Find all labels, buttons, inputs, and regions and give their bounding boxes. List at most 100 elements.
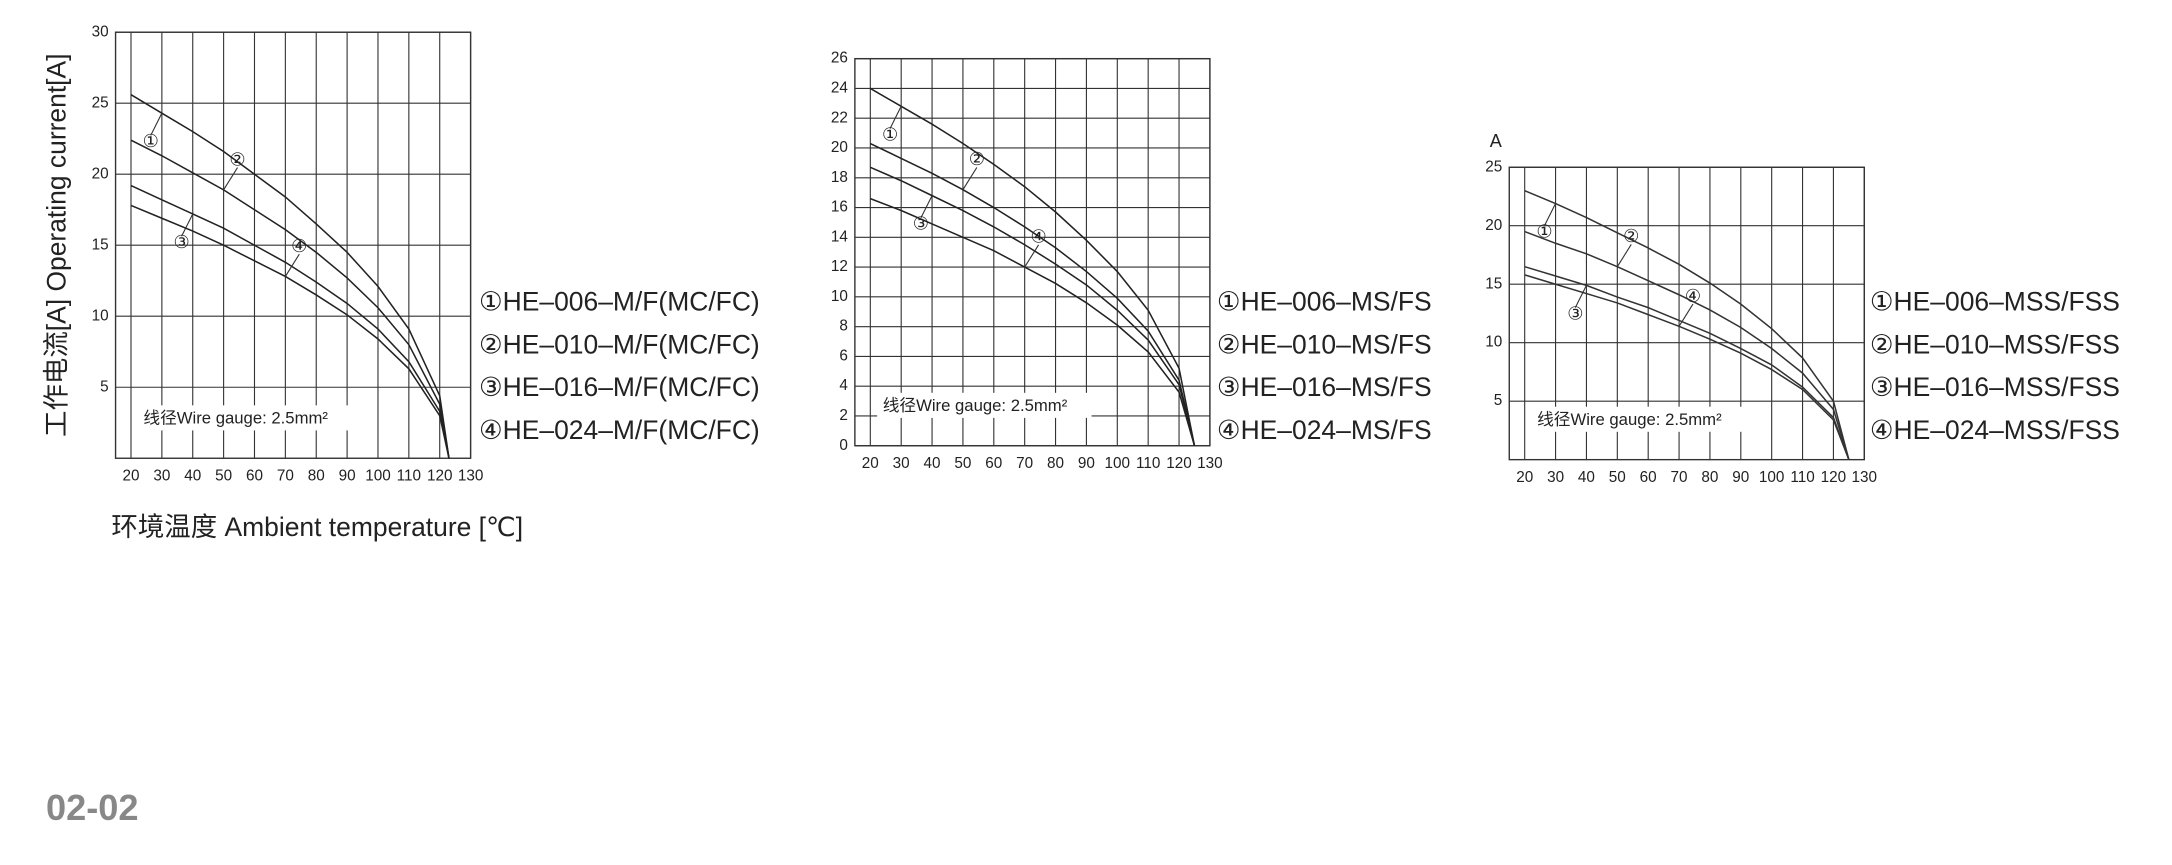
x-tick-label: 90 bbox=[1078, 455, 1095, 472]
x-tick-label: 60 bbox=[246, 467, 263, 484]
legend-entry: ①HE–006–MSS/FSS bbox=[1870, 287, 2120, 317]
x-tick-label: 60 bbox=[985, 455, 1002, 472]
plot-frame bbox=[854, 57, 1211, 447]
x-tick-label: 100 bbox=[1105, 455, 1131, 472]
curve bbox=[870, 197, 1196, 446]
legend-entry: ①HE–006–MS/FS bbox=[1217, 287, 1432, 317]
x-tick-label: 80 bbox=[1701, 469, 1718, 486]
y-tick-label: 24 bbox=[831, 79, 849, 96]
plot-frame bbox=[1508, 166, 1865, 461]
curve bbox=[1524, 230, 1850, 460]
y-tick-label: 14 bbox=[831, 228, 849, 245]
x-tick-label: 130 bbox=[458, 467, 484, 484]
curve-label: ③ bbox=[913, 214, 929, 234]
curve-label: ④ bbox=[1030, 227, 1046, 247]
x-tick-label: 30 bbox=[1547, 469, 1564, 486]
x-tick-label: 110 bbox=[397, 467, 421, 484]
x-tick-label: 50 bbox=[215, 467, 232, 484]
legend-entry: ③HE–016–MS/FS bbox=[1217, 372, 1432, 402]
y-tick-label: 20 bbox=[92, 165, 109, 182]
x-tick-label: 20 bbox=[122, 467, 139, 484]
curve bbox=[130, 94, 450, 459]
legend-entry: ②HE–010–MS/FS bbox=[1217, 329, 1432, 359]
curve bbox=[130, 204, 450, 459]
annotation-bg bbox=[877, 392, 1092, 418]
leader-line bbox=[889, 106, 902, 129]
x-tick-label: 30 bbox=[153, 467, 170, 484]
x-tick-label: 60 bbox=[1640, 469, 1657, 486]
leader-line bbox=[920, 195, 933, 219]
leader-line bbox=[150, 112, 163, 136]
curve-label: ③ bbox=[1567, 303, 1583, 323]
leader-line bbox=[1543, 203, 1557, 227]
y-tick-label: 20 bbox=[1485, 217, 1502, 234]
y-tick-label: 12 bbox=[831, 258, 848, 275]
x-tick-label: 90 bbox=[339, 467, 356, 484]
y-tick-label: 5 bbox=[100, 378, 109, 395]
leader-line bbox=[284, 253, 300, 277]
x-tick-label: 70 bbox=[1671, 469, 1688, 486]
y-tick-label: 6 bbox=[839, 347, 848, 364]
y-tick-label: 2 bbox=[839, 407, 848, 424]
leader-line bbox=[962, 167, 978, 190]
y-tick-label: 16 bbox=[831, 199, 848, 216]
plot-frame bbox=[114, 31, 472, 459]
x-tick-label: 40 bbox=[184, 467, 201, 484]
y-tick-label: 15 bbox=[92, 236, 109, 253]
curve-label: ③ bbox=[173, 232, 189, 252]
annotation: 线径Wire gauge: 2.5mm² bbox=[1537, 410, 1722, 429]
x-tick-label: 120 bbox=[427, 467, 453, 484]
x-axis-label: 环境温度 Ambient temperature [℃] bbox=[111, 512, 523, 542]
curve-label: ① bbox=[143, 131, 159, 151]
y-tick-label: 22 bbox=[831, 109, 848, 126]
annotation: 线径Wire gauge: 2.5mm² bbox=[143, 409, 328, 428]
x-tick-label: 80 bbox=[1047, 455, 1064, 472]
x-tick-label: 130 bbox=[1197, 455, 1223, 472]
y-tick-label: 20 bbox=[831, 139, 848, 156]
legend-entry: ①HE–006–M/F(MC/FC) bbox=[479, 287, 760, 317]
x-tick-label: 20 bbox=[862, 455, 879, 472]
page-number: 02-02 bbox=[46, 787, 139, 828]
y-tick-label: 15 bbox=[1485, 275, 1502, 292]
curve-label: ② bbox=[969, 149, 985, 169]
y-tick-label: 25 bbox=[1485, 158, 1502, 175]
legend-entry: ②HE–010–M/F(MC/FC) bbox=[479, 329, 760, 359]
x-tick-label: 40 bbox=[1578, 469, 1595, 486]
curve bbox=[869, 87, 1196, 446]
x-tick-label: 40 bbox=[924, 455, 941, 472]
curve bbox=[1524, 189, 1850, 460]
legend-entry: ③HE–016–MSS/FSS bbox=[1870, 372, 2120, 402]
x-tick-label: 50 bbox=[1609, 469, 1626, 486]
x-tick-label: 90 bbox=[1732, 469, 1749, 486]
curve-label: ④ bbox=[291, 236, 307, 256]
curve bbox=[130, 184, 450, 459]
curve-label: ① bbox=[1536, 222, 1552, 242]
curve bbox=[1524, 274, 1850, 460]
leader-line bbox=[1616, 244, 1632, 267]
y-tick-label: 10 bbox=[831, 288, 848, 305]
x-tick-label: 100 bbox=[1759, 469, 1785, 486]
x-tick-label: 110 bbox=[1790, 469, 1814, 486]
x-tick-label: 130 bbox=[1852, 469, 1878, 486]
curve-label: ④ bbox=[1685, 286, 1701, 306]
x-tick-label: 80 bbox=[308, 467, 325, 484]
leader-line bbox=[223, 167, 239, 191]
y-tick-label: 4 bbox=[839, 377, 848, 394]
annotation-bg bbox=[137, 405, 353, 431]
curve bbox=[870, 166, 1196, 446]
curve bbox=[130, 139, 450, 459]
curve bbox=[869, 142, 1196, 446]
y-tick-label: 10 bbox=[92, 307, 109, 324]
x-tick-label: 20 bbox=[1516, 469, 1533, 486]
y-tick-label: 26 bbox=[831, 50, 848, 67]
x-tick-label: 100 bbox=[365, 467, 391, 484]
curve-label: ② bbox=[229, 149, 245, 169]
y-tick-label: 0 bbox=[839, 437, 848, 454]
curve bbox=[1524, 265, 1850, 460]
legend-entry: ③HE–016–M/F(MC/FC) bbox=[479, 372, 760, 402]
x-tick-label: 70 bbox=[1016, 455, 1033, 472]
curve-label: ① bbox=[882, 124, 898, 144]
annotation: 线径Wire gauge: 2.5mm² bbox=[883, 396, 1068, 415]
y-axis-label: 工作电流[A] Operating current[A] bbox=[41, 53, 71, 436]
